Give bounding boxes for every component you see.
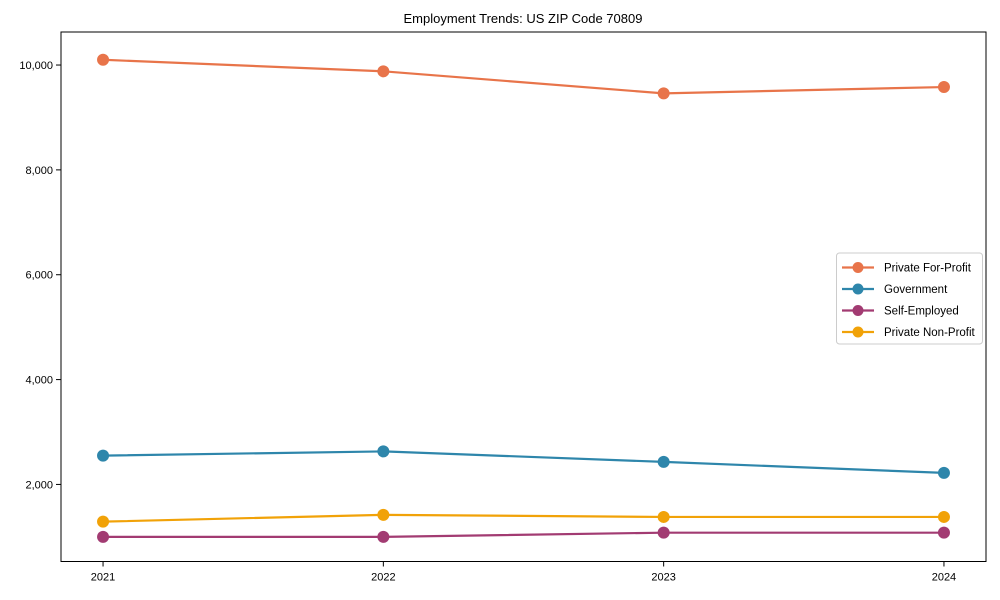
chart-title: Employment Trends: US ZIP Code 70809 [404, 11, 643, 26]
legend-label: Government [884, 284, 948, 296]
data-point [377, 530, 390, 543]
series-line [103, 450, 944, 474]
data-point [657, 455, 670, 468]
legend-swatch-marker [852, 305, 864, 316]
data-point [377, 445, 390, 458]
data-point [657, 526, 670, 539]
x-tick-label: 2024 [932, 572, 956, 584]
legend-label: Private Non-Profit [884, 327, 976, 339]
data-point [97, 449, 110, 462]
y-tick-label: 4,000 [25, 375, 53, 387]
series-line [103, 58, 944, 95]
data-point [937, 466, 950, 479]
plot-border [60, 31, 987, 562]
data-point [377, 65, 390, 78]
data-point [97, 53, 110, 66]
data-point [377, 508, 390, 521]
legend-label: Self-Employed [884, 306, 959, 318]
data-point [97, 530, 110, 543]
data-point [657, 87, 670, 100]
data-point [657, 510, 670, 523]
y-tick-label: 10,000 [19, 60, 53, 72]
y-tick-label: 8,000 [25, 165, 53, 177]
x-tick-label: 2022 [371, 572, 395, 584]
data-point [937, 81, 950, 94]
data-point [97, 515, 110, 528]
x-tick-label: 2023 [651, 572, 675, 584]
legend-box [836, 252, 983, 345]
data-point [937, 510, 950, 523]
y-tick-label: 6,000 [25, 270, 53, 282]
series-line [103, 513, 944, 523]
series-line [103, 531, 944, 538]
y-tick-label: 2,000 [25, 479, 53, 491]
data-point [937, 526, 950, 539]
legend-swatch-marker [852, 326, 864, 338]
legend-swatch-marker [852, 283, 864, 295]
legend-swatch-marker [852, 262, 864, 273]
x-tick-label: 2021 [91, 572, 115, 584]
legend-label: Private For-Profit [884, 263, 972, 275]
